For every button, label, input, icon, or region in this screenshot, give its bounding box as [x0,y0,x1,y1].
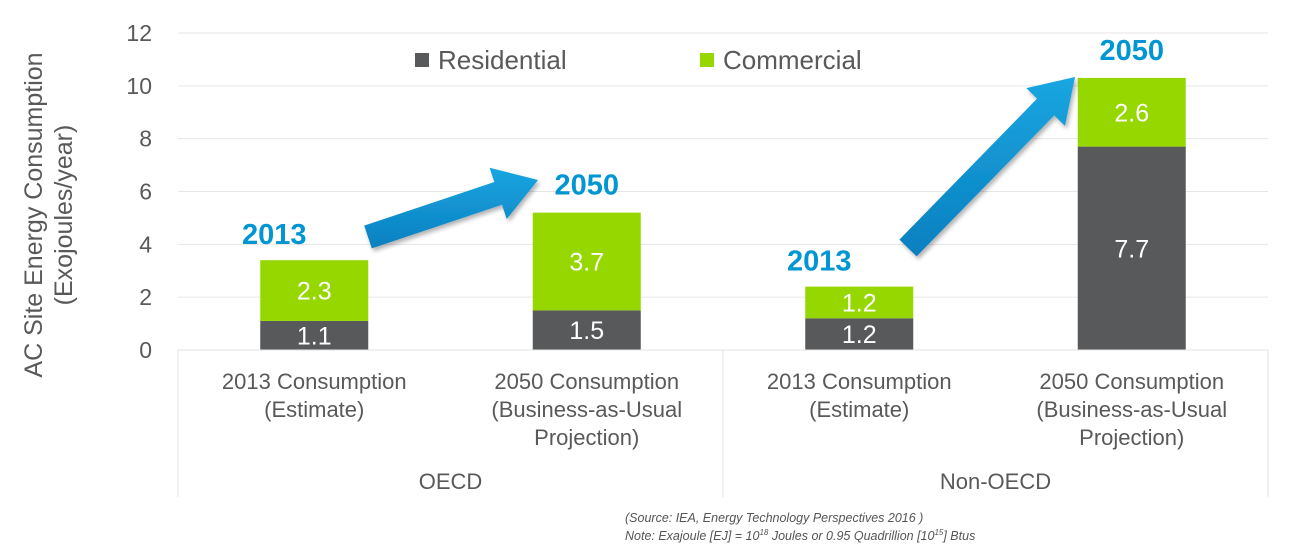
stacked-bar-chart: 0 2 4 6 8 10 12 1.1 2.3 2013 1.5 3.7 2050 1.2 1.2 2013… [20,20,1269,497]
y-tick-label: 10 [126,73,152,99]
bar-residential [532,310,641,350]
legend-swatch [700,53,714,67]
data-label: 7.7 [1114,235,1149,263]
year-label: 2050 [554,170,619,202]
bar-commercial [1077,77,1186,147]
y-tick-label: 6 [139,179,152,205]
data-label: 1.2 [842,321,877,349]
unit-note-prefix: Note: Exajoule [EJ] = 10 [625,529,760,544]
data-label: 2.6 [1114,99,1149,127]
group-label: Non-OECD [940,469,1051,494]
y-tick-label: 2 [139,284,152,310]
year-label: 2050 [1099,35,1164,67]
data-label: 1.5 [569,317,604,345]
bar-residential [260,320,369,350]
y-axis-title: AC Site Energy Consumption(Exojoules/yea… [20,52,78,377]
trend-arrow [899,77,1075,257]
x-tick-label: 2050 Consumption (Business-as-Usual Projec… [1036,369,1227,450]
x-tick-label: 2050 Consumption (Business-as-Usual Projec… [491,369,682,450]
bar-commercial [805,286,914,319]
data-label: 1.1 [297,322,332,350]
data-label: 2.3 [297,278,332,306]
bar-commercial [260,260,369,321]
bar-residential [1077,146,1186,350]
source-note: (Source: IEA, Energy Technology Perspect… [625,511,924,525]
legend-swatch [415,53,429,67]
trend-arrow [364,167,538,249]
y-tick-label: 4 [139,231,152,257]
unit-note-middle: Joules or 0.95 Quadrillion [10 [768,529,935,544]
bar-commercial [532,212,641,311]
unit-note-exponent: 15 [934,528,944,537]
y-tick-label: 12 [126,20,152,46]
bar-residential [805,318,914,350]
data-label: 1.2 [842,289,877,317]
y-tick-label: 0 [139,337,152,363]
unit-note-suffix: ] Btus [943,529,976,544]
year-label: 2013 [787,246,852,278]
legend-label: Commercial [723,45,862,75]
unit-note: Note: Exajoule [EJ] = 1018 Joules or 0.9… [625,528,975,543]
x-tick-label: 2013 Consumption (Estimate) [222,369,407,422]
legend-label: Residential [438,45,567,75]
group-label: OECD [419,469,483,494]
year-label: 2013 [242,219,307,251]
x-tick-label: 2013 Consumption (Estimate) [767,369,952,422]
data-label: 3.7 [569,249,604,277]
unit-note-exponent: 18 [759,528,769,537]
y-tick-label: 8 [139,126,152,152]
